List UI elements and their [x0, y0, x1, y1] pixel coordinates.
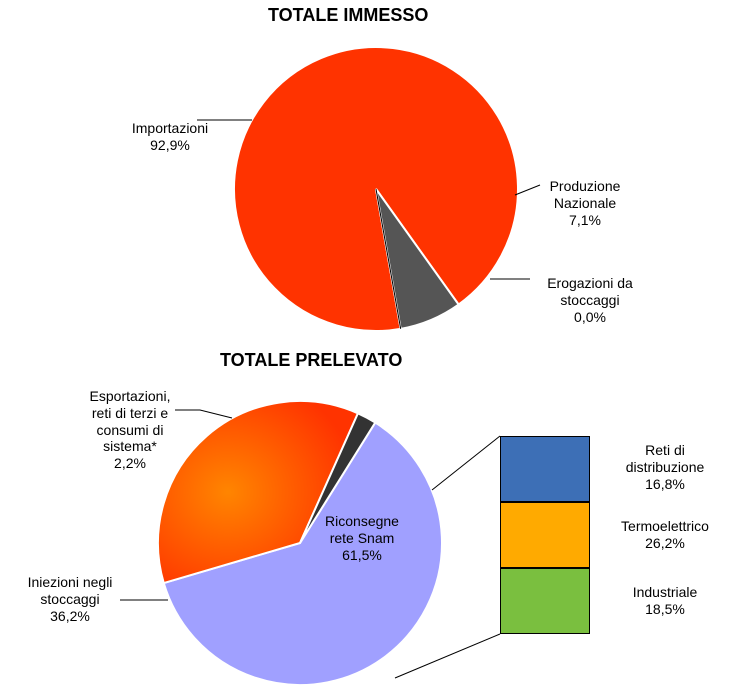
legend-label-industriale: Industriale 18,5% [600, 584, 730, 618]
legend-label-reti-distribuzione: Reti di distribuzione 16,8% [600, 442, 730, 492]
legend-swatch-industriale [500, 568, 590, 634]
label-esport-terzi: Esportazioni, reti di terzi e consumi di… [70, 388, 190, 472]
label-riconsegne-snam: Riconsegne rete Snam 61,5% [302, 513, 422, 563]
label-iniezioni-stoccaggi: Iniezioni negli stoccaggi 36,2% [10, 574, 130, 624]
legend-swatch-termoelettrico [500, 502, 590, 568]
legend-swatch-reti-distribuzione [500, 436, 590, 502]
legend-label-termoelettrico: Termoelettrico 26,2% [600, 518, 730, 552]
